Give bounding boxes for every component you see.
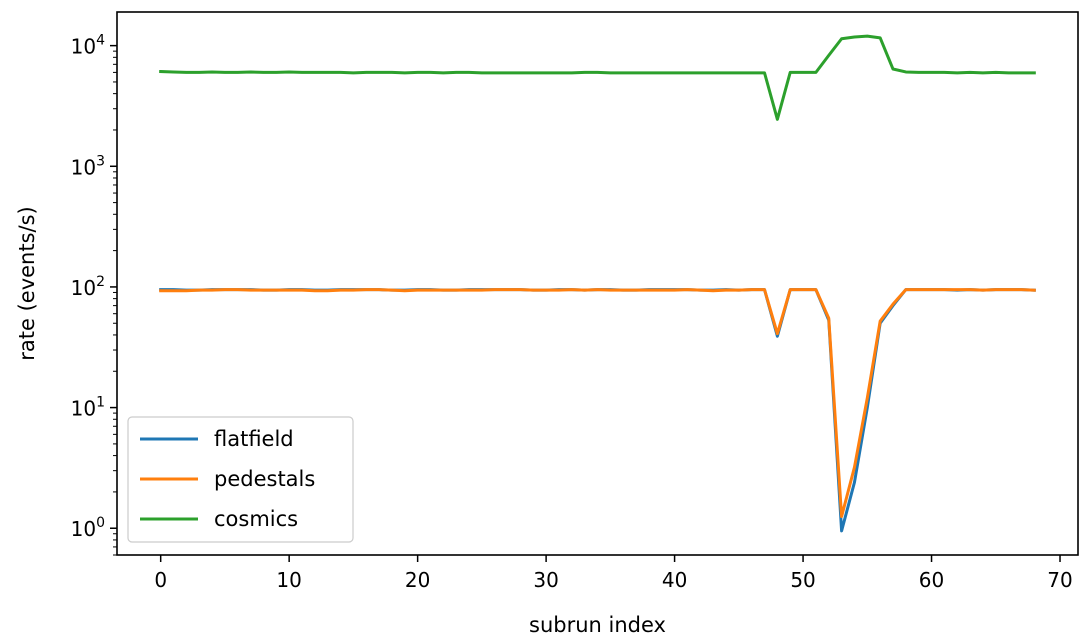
plot-area [159,34,1036,533]
legend-box [127,416,354,543]
legend-entry-pedestals: pedestals [214,467,315,491]
x-axis: 0 10 20 30 40 50 60 70 [154,555,1073,592]
x-tick-label: 10 [276,568,301,592]
y-tick-label: 102 [71,274,105,300]
x-tick-label: 0 [154,568,167,592]
x-tick-label: 50 [790,568,815,592]
x-tick-label: 60 [919,568,944,592]
y-axis-label: rate (events/s) [15,206,39,361]
y-tick-label: 100 [71,515,105,541]
x-tick-label: 40 [662,568,687,592]
axes-frame [116,11,1079,556]
legend-entry-flatfield: flatfield [214,427,294,451]
x-tick-label: 70 [1047,568,1072,592]
series-line-pedestals [159,288,1036,519]
series-line-cosmics [159,34,1036,121]
y-axis: 100 101 102 103 104 [71,33,117,556]
legend-entry-cosmics: cosmics [214,507,298,531]
x-tick-label: 20 [405,568,430,592]
y-tick-label: 101 [71,395,105,421]
legend: flatfield pedestals cosmics [127,416,354,543]
x-tick-label: 30 [533,568,558,592]
y-tick-label: 104 [71,33,105,59]
x-axis-label: subrun index [529,613,666,637]
y-tick-label: 103 [71,153,105,179]
